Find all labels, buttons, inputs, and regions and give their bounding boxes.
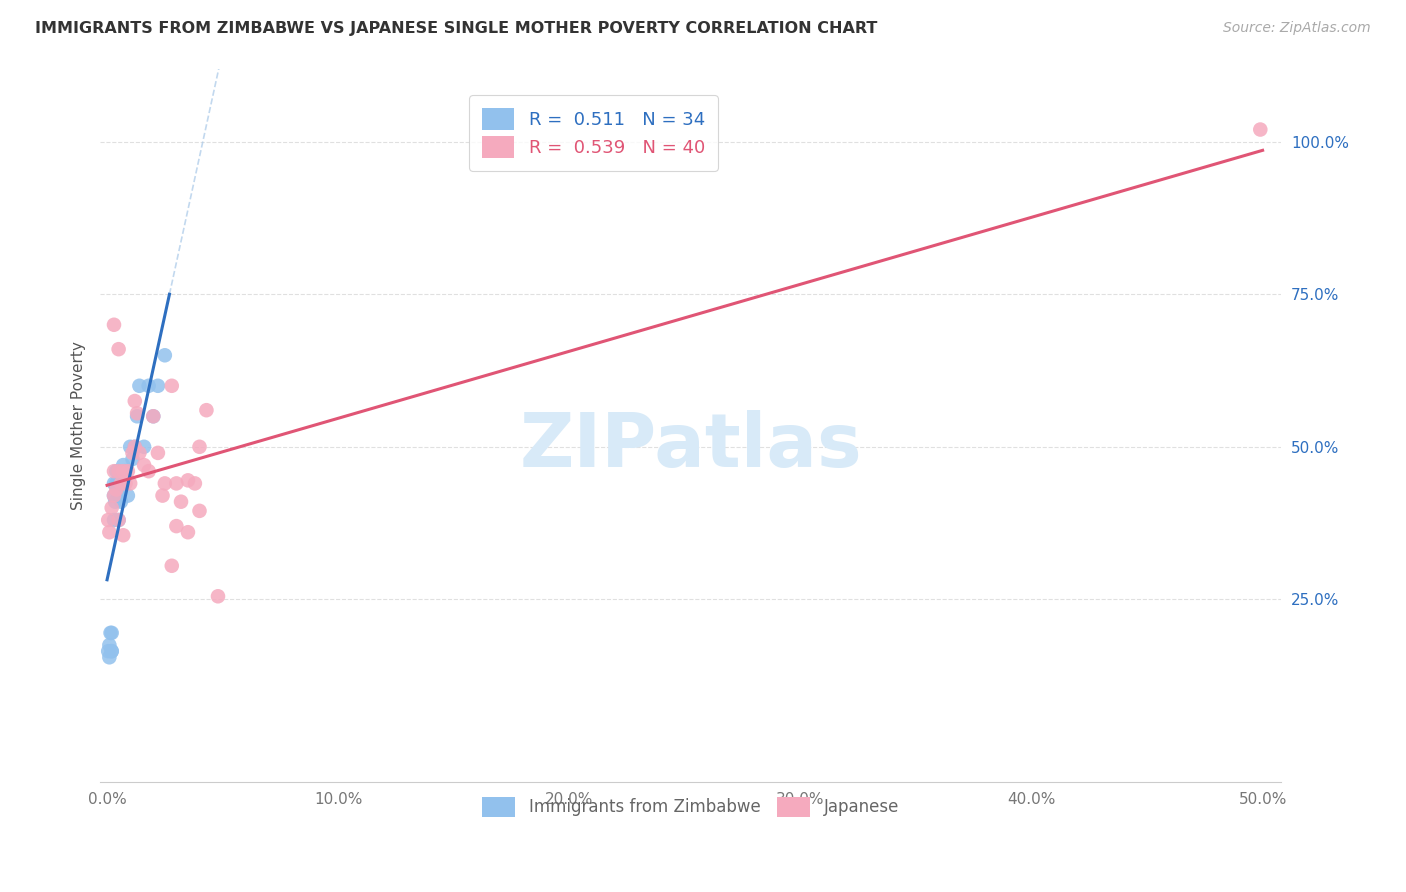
Text: Source: ZipAtlas.com: Source: ZipAtlas.com bbox=[1223, 21, 1371, 36]
Point bbox=[98, 525, 121, 540]
Point bbox=[160, 378, 183, 392]
Point bbox=[107, 489, 129, 503]
Point bbox=[100, 644, 122, 658]
Point bbox=[107, 476, 129, 491]
Text: IMMIGRANTS FROM ZIMBABWE VS JAPANESE SINGLE MOTHER POVERTY CORRELATION CHART: IMMIGRANTS FROM ZIMBABWE VS JAPANESE SIN… bbox=[35, 21, 877, 37]
Point bbox=[142, 409, 165, 424]
Point bbox=[188, 440, 211, 454]
Point bbox=[138, 464, 160, 478]
Point bbox=[98, 650, 121, 665]
Point bbox=[128, 446, 150, 460]
Point bbox=[100, 644, 122, 658]
Point bbox=[120, 440, 142, 454]
Point bbox=[127, 406, 149, 420]
Point bbox=[132, 440, 155, 454]
Point bbox=[124, 440, 146, 454]
Point bbox=[107, 464, 129, 478]
Point bbox=[165, 519, 187, 533]
Point bbox=[117, 489, 139, 503]
Point bbox=[142, 409, 165, 424]
Point bbox=[112, 464, 135, 478]
Point bbox=[128, 378, 150, 392]
Point bbox=[165, 476, 187, 491]
Point bbox=[124, 394, 146, 409]
Point bbox=[100, 626, 122, 640]
Point bbox=[153, 348, 176, 362]
Y-axis label: Single Mother Poverty: Single Mother Poverty bbox=[72, 341, 86, 510]
Point bbox=[195, 403, 218, 417]
Point bbox=[184, 476, 207, 491]
Point bbox=[153, 476, 176, 491]
Point bbox=[104, 494, 127, 508]
Point bbox=[100, 500, 122, 515]
Point bbox=[110, 476, 132, 491]
Point bbox=[105, 479, 128, 493]
Point bbox=[121, 446, 143, 460]
Point bbox=[110, 476, 132, 491]
Point bbox=[177, 474, 200, 488]
Point bbox=[107, 513, 129, 527]
Point bbox=[112, 476, 135, 491]
Point bbox=[138, 378, 160, 392]
Point bbox=[110, 494, 132, 508]
Point bbox=[120, 476, 142, 491]
Point bbox=[177, 525, 200, 540]
Point bbox=[146, 446, 169, 460]
Point bbox=[132, 458, 155, 472]
Point bbox=[188, 504, 211, 518]
Point bbox=[207, 589, 229, 603]
Point bbox=[103, 489, 125, 503]
Point bbox=[103, 464, 125, 478]
Point bbox=[103, 476, 125, 491]
Point bbox=[124, 440, 146, 454]
Point bbox=[160, 558, 183, 573]
Point bbox=[100, 626, 122, 640]
Point bbox=[146, 378, 169, 392]
Legend: Immigrants from Zimbabwe, Japanese: Immigrants from Zimbabwe, Japanese bbox=[474, 789, 907, 825]
Point bbox=[127, 409, 149, 424]
Point bbox=[170, 494, 193, 508]
Text: ZIPatlas: ZIPatlas bbox=[519, 410, 862, 483]
Point bbox=[105, 483, 128, 497]
Point bbox=[107, 513, 129, 527]
Point bbox=[97, 513, 120, 527]
Point bbox=[1249, 122, 1271, 136]
Point bbox=[152, 489, 174, 503]
Point bbox=[107, 464, 129, 478]
Point bbox=[97, 644, 120, 658]
Point bbox=[105, 464, 128, 478]
Point bbox=[107, 342, 129, 356]
Point bbox=[98, 638, 121, 652]
Point bbox=[103, 318, 125, 332]
Point bbox=[121, 452, 143, 467]
Point bbox=[112, 528, 135, 542]
Point bbox=[103, 513, 125, 527]
Point bbox=[105, 476, 128, 491]
Point bbox=[112, 458, 135, 472]
Point bbox=[103, 489, 125, 503]
Point bbox=[114, 464, 136, 478]
Point bbox=[117, 464, 139, 478]
Point bbox=[114, 476, 136, 491]
